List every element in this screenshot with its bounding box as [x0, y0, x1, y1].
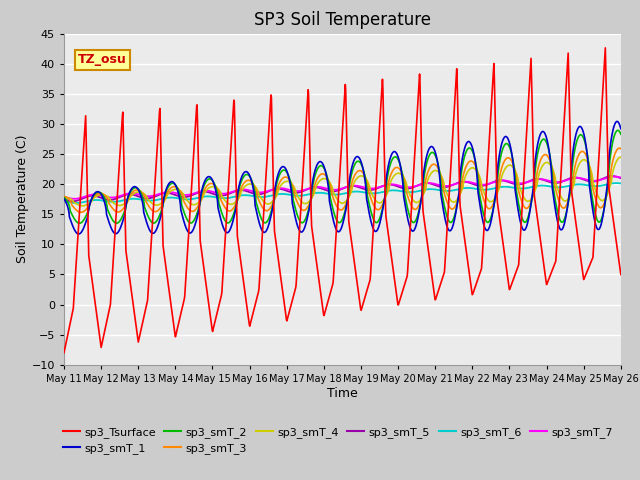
sp3_Tsurface [602, 45, 609, 51]
sp3_smT_1 [246, 175, 254, 180]
sp3_smT_4 [617, 154, 625, 160]
sp3_smT_2 [60, 194, 68, 200]
sp3_smT_5 [502, 178, 509, 184]
sp3_smT_4 [171, 187, 179, 192]
sp3_Tsurface [170, 326, 178, 332]
sp3_smT_1 [184, 229, 192, 235]
sp3_smT_2 [551, 196, 559, 202]
sp3_smT_5 [246, 190, 254, 195]
sp3_smT_4 [60, 194, 68, 200]
X-axis label: Time: Time [327, 386, 358, 400]
sp3_smT_3 [616, 145, 623, 151]
sp3_smT_2 [502, 141, 509, 146]
sp3_Tsurface [60, 350, 68, 356]
sp3_smT_1 [551, 204, 559, 210]
sp3_smT_3 [77, 209, 85, 215]
sp3_smT_3 [171, 184, 179, 190]
Text: TZ_osu: TZ_osu [78, 53, 127, 66]
sp3_smT_7 [502, 178, 509, 183]
sp3_smT_4 [79, 203, 86, 209]
sp3_smT_5 [617, 175, 625, 181]
sp3_smT_5 [551, 180, 559, 186]
Legend: sp3_Tsurface, sp3_smT_1, sp3_smT_2, sp3_smT_3, sp3_smT_4, sp3_smT_5, sp3_smT_6, : sp3_Tsurface, sp3_smT_1, sp3_smT_2, sp3_… [58, 422, 618, 458]
sp3_smT_1 [617, 126, 625, 132]
sp3_smT_2 [614, 127, 621, 133]
sp3_smT_3 [246, 178, 254, 184]
sp3_smT_3 [60, 193, 68, 199]
Line: sp3_smT_5: sp3_smT_5 [64, 176, 621, 201]
sp3_smT_3 [551, 184, 559, 190]
sp3_smT_6 [246, 193, 254, 199]
sp3_smT_7 [551, 179, 559, 185]
Line: sp3_Tsurface: sp3_Tsurface [64, 48, 621, 353]
sp3_smT_7 [171, 190, 179, 196]
sp3_smT_6 [502, 184, 509, 190]
sp3_smT_1 [75, 231, 83, 237]
Y-axis label: Soil Temperature (C): Soil Temperature (C) [16, 135, 29, 264]
sp3_Tsurface [551, 261, 559, 267]
sp3_smT_7 [429, 180, 437, 186]
sp3_smT_1 [60, 196, 68, 202]
sp3_smT_4 [184, 199, 192, 204]
sp3_smT_6 [612, 180, 620, 186]
sp3_smT_2 [429, 150, 437, 156]
sp3_smT_3 [502, 156, 509, 162]
Line: sp3_smT_6: sp3_smT_6 [64, 183, 621, 203]
sp3_smT_1 [429, 145, 437, 151]
Line: sp3_smT_1: sp3_smT_1 [64, 121, 621, 234]
sp3_smT_1 [502, 133, 509, 139]
sp3_Tsurface [617, 272, 625, 277]
sp3_smT_2 [171, 181, 179, 187]
sp3_Tsurface [184, 244, 191, 250]
Line: sp3_smT_3: sp3_smT_3 [64, 148, 621, 212]
sp3_smT_3 [184, 206, 192, 212]
sp3_smT_4 [246, 181, 254, 187]
sp3_smT_6 [184, 196, 192, 202]
sp3_smT_2 [184, 218, 192, 224]
sp3_smT_7 [184, 192, 192, 198]
sp3_smT_6 [171, 195, 179, 201]
sp3_smT_3 [617, 146, 625, 152]
sp3_smT_7 [246, 188, 254, 193]
sp3_smT_5 [60, 196, 68, 202]
sp3_smT_7 [611, 174, 618, 180]
Line: sp3_smT_2: sp3_smT_2 [64, 130, 621, 223]
Line: sp3_smT_4: sp3_smT_4 [64, 157, 621, 206]
Title: SP3 Soil Temperature: SP3 Soil Temperature [254, 11, 431, 29]
sp3_smT_7 [617, 175, 625, 180]
sp3_smT_4 [551, 174, 559, 180]
sp3_Tsurface [429, 280, 436, 286]
sp3_smT_4 [502, 165, 509, 170]
sp3_smT_5 [608, 173, 616, 179]
sp3_smT_5 [171, 192, 179, 198]
sp3_smT_7 [70, 196, 78, 202]
sp3_smT_5 [429, 181, 437, 187]
sp3_smT_4 [429, 168, 437, 174]
sp3_smT_5 [69, 198, 77, 204]
sp3_smT_6 [617, 180, 625, 186]
sp3_smT_7 [60, 194, 68, 200]
sp3_Tsurface [502, 258, 509, 264]
sp3_smT_2 [617, 132, 625, 137]
Line: sp3_smT_7: sp3_smT_7 [64, 177, 621, 199]
sp3_Tsurface [246, 322, 254, 327]
sp3_smT_6 [551, 184, 559, 190]
sp3_smT_6 [72, 200, 80, 206]
sp3_smT_2 [76, 220, 83, 226]
sp3_smT_5 [184, 193, 192, 199]
sp3_smT_6 [60, 199, 68, 204]
sp3_smT_6 [429, 186, 437, 192]
sp3_smT_1 [171, 181, 179, 187]
sp3_smT_2 [246, 175, 254, 180]
sp3_smT_1 [613, 119, 621, 124]
sp3_smT_3 [429, 161, 437, 167]
